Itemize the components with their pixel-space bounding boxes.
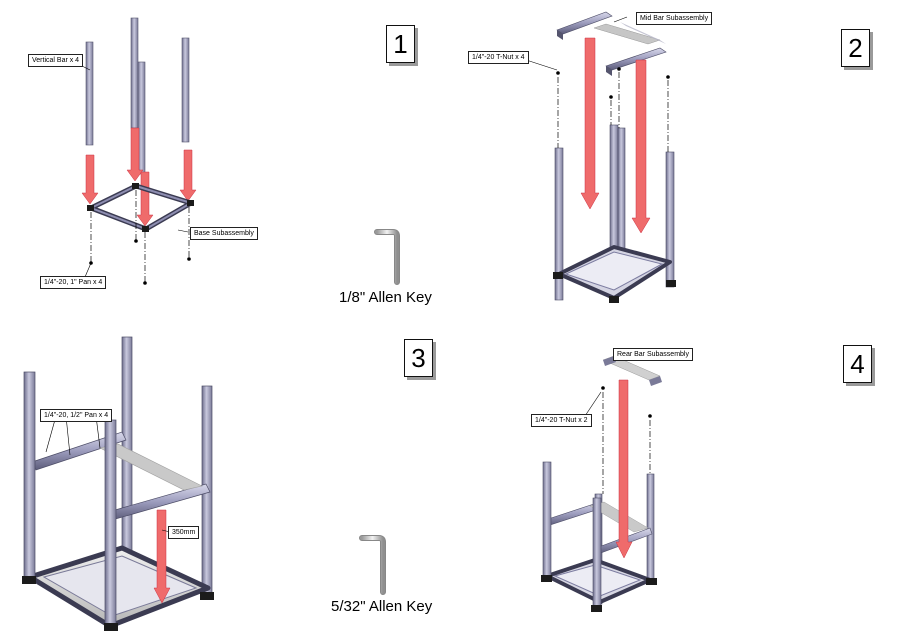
step3-illustration: [22, 336, 386, 631]
insert-arrow: [615, 379, 633, 559]
insert-arrow: [580, 37, 600, 210]
callout-measure: 350mm: [168, 526, 200, 539]
insert-arrow: [81, 154, 99, 205]
callout-vertical-bar: Vertical Bar x 4: [28, 54, 84, 67]
step2-illustration: [516, 11, 676, 303]
step4-illustration: [541, 351, 662, 612]
mid-bar-subassembly: [605, 47, 667, 76]
allen-key-icon: [359, 535, 386, 595]
step-number-3: 3: [404, 339, 433, 377]
step-number-2: 2: [841, 29, 870, 67]
insert-arrow: [631, 59, 651, 234]
tool-label-allen-key: 1/8" Allen Key: [339, 289, 432, 306]
mid-bar-subassembly: [556, 11, 666, 45]
insert-arrow: [179, 149, 197, 202]
callout-rear-bar-subassembly: Rear Bar Subassembly: [613, 348, 693, 361]
upright: [665, 151, 675, 288]
step1-illustration: [69, 17, 400, 285]
step-number-1: 1: [386, 25, 415, 63]
insert-arrow: [153, 509, 171, 604]
insert-arrow: [126, 127, 144, 182]
vertical-bar: [85, 41, 94, 146]
callout-t-nut: 1/4"-20 T-Nut x 2: [531, 414, 592, 427]
callout-pan-screw: 1/4"-20, 1/2" Pan x 4: [40, 409, 113, 422]
callout-mid-bar-subassembly: Mid Bar Subassembly: [636, 12, 713, 25]
insert-arrow: [136, 171, 154, 227]
vertical-bar: [181, 37, 190, 143]
callout-t-nut: 1/4"-20 T-Nut x 4: [468, 51, 529, 64]
rear-bar-subassembly: [602, 355, 662, 386]
vertical-bar: [130, 17, 139, 129]
callout-base-subassembly: Base Subassembly: [190, 227, 258, 240]
tool-label-allen-key: 5/32" Allen Key: [331, 598, 433, 615]
upright: [554, 147, 564, 301]
callout-pan-screw: 1/4"-20, 1" Pan x 4: [40, 276, 107, 289]
step-number-4: 4: [843, 345, 872, 383]
allen-key-icon: [374, 229, 400, 285]
